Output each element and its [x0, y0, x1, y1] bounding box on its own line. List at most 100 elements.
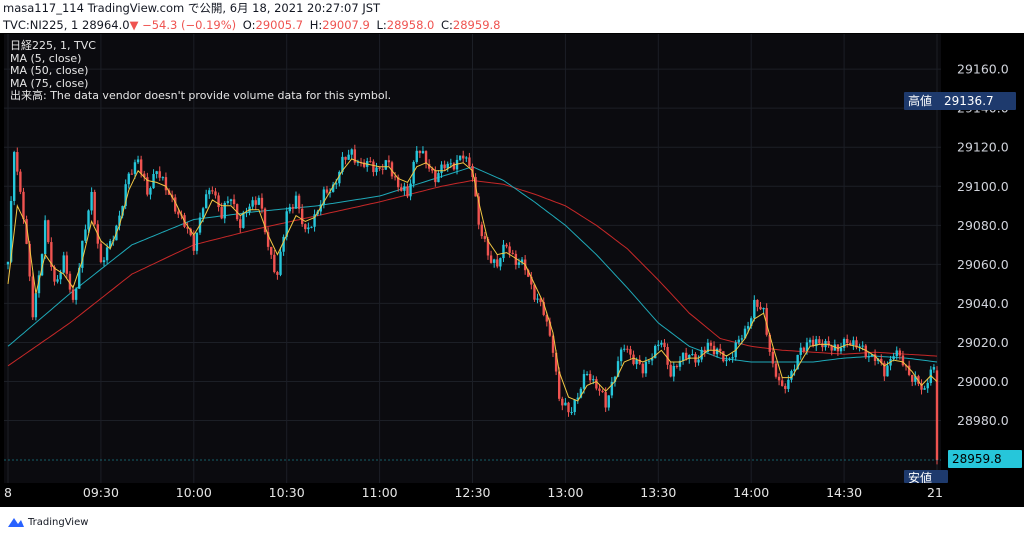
candle-body	[759, 306, 762, 310]
candle-body	[440, 164, 443, 174]
candle-body	[883, 362, 886, 377]
candle-body	[558, 371, 561, 399]
candle-body	[486, 238, 490, 256]
price-ticks: 28980.0 29000.0 29020.0 29040.0 29060.0 29080…	[957, 62, 1009, 428]
candle-body	[424, 151, 428, 164]
candle-body	[307, 227, 310, 230]
candle-body	[790, 371, 793, 380]
candle-body	[697, 359, 700, 363]
candle-body	[409, 183, 412, 197]
candle-body	[294, 195, 298, 209]
candle-body	[787, 379, 790, 389]
candle-body	[78, 267, 81, 289]
candle-body	[257, 197, 261, 205]
candle-body	[434, 170, 437, 183]
candle-body	[623, 348, 626, 350]
candle-body	[102, 260, 106, 263]
high-badge-label: 高値	[908, 94, 933, 108]
legend-symbol[interactable]: 日経225, 1, TVC	[10, 39, 96, 52]
legend-ma5[interactable]: MA (5, close)	[10, 51, 82, 65]
candle-body	[725, 359, 728, 362]
candle-body	[496, 259, 499, 267]
candle-body	[146, 177, 149, 195]
candle-body	[12, 152, 16, 201]
candle-body	[576, 397, 579, 400]
candle-body	[189, 228, 192, 236]
candle-body	[443, 164, 446, 169]
candle-body	[167, 190, 171, 195]
candle-body	[706, 342, 710, 353]
candle-body	[186, 226, 189, 229]
candle-body	[728, 358, 731, 360]
candle-body	[839, 347, 843, 352]
price-tick-label: 29160.0	[957, 62, 1009, 77]
price-tick-label: 29100.0	[957, 179, 1009, 194]
symbol-line: TVC:NI225, 1 28964.0	[3, 18, 130, 32]
candle-body	[462, 155, 465, 159]
candle-body	[313, 214, 316, 227]
candle-body	[415, 150, 418, 162]
chart-legend: 日経225, 1, TVC MA (5, close) MA (50, clos…	[10, 39, 392, 103]
candle-body	[208, 190, 211, 195]
candle-body	[40, 254, 44, 276]
candle-body	[722, 351, 725, 362]
open-value: 29005.7	[255, 18, 304, 32]
candle-body	[139, 159, 143, 174]
candle-body	[353, 149, 357, 163]
candle-body	[304, 224, 307, 230]
candle-body	[118, 215, 121, 226]
time-tick-label: 10:30	[269, 485, 305, 500]
candle-body	[641, 363, 645, 374]
time-tick-label: 8	[4, 485, 12, 500]
candle-body	[288, 207, 291, 212]
candle-body	[449, 163, 453, 165]
candle-body	[774, 363, 778, 377]
time-tick-label: 13:00	[547, 485, 583, 500]
candle-body	[195, 232, 199, 251]
legend-volume[interactable]: 出来高: The data vendor doesn't provide vol…	[10, 89, 392, 102]
candle-body	[858, 346, 861, 348]
candle-body	[121, 205, 124, 216]
candle-body	[654, 345, 657, 359]
candle-body	[155, 171, 158, 175]
candle-body	[719, 348, 722, 352]
candle-body	[502, 244, 505, 259]
candle-body	[143, 173, 146, 178]
candle-body	[211, 190, 214, 192]
candle-body	[830, 345, 833, 351]
candle-body	[152, 174, 155, 189]
candle-body	[335, 183, 338, 185]
candle-body	[666, 346, 669, 365]
candle-body	[468, 157, 471, 167]
candle-body	[545, 314, 549, 322]
candle-body	[777, 376, 781, 381]
candle-body	[338, 171, 341, 184]
candle-body	[350, 149, 353, 155]
tradingview-brand[interactable]: TradingView	[8, 513, 88, 531]
time-axis[interactable]	[0, 483, 1024, 507]
candle-body	[539, 298, 542, 303]
candle-body	[446, 163, 449, 169]
candle-body	[793, 369, 796, 372]
candle-body	[251, 200, 254, 207]
low-value: 28958.0	[386, 18, 435, 32]
candle-body	[635, 359, 638, 365]
time-tick-label: 09:30	[83, 485, 119, 500]
candle-body	[477, 196, 480, 225]
candle-body	[492, 259, 496, 263]
legend-ma50[interactable]: MA (50, close)	[10, 64, 89, 77]
legend-ma75[interactable]: MA (75, close)	[10, 76, 89, 90]
candle-body	[47, 220, 50, 243]
candle-body	[458, 155, 462, 160]
candle-body	[626, 348, 629, 350]
candle-body	[263, 208, 267, 233]
candle-body	[37, 275, 41, 294]
candle-body	[737, 339, 741, 343]
candle-body	[19, 171, 22, 192]
candle-body	[880, 358, 883, 363]
candle-body	[657, 344, 660, 346]
candle-body	[174, 197, 177, 212]
candle-body	[480, 224, 483, 237]
candle-body	[297, 195, 301, 209]
candle-body	[437, 173, 440, 183]
